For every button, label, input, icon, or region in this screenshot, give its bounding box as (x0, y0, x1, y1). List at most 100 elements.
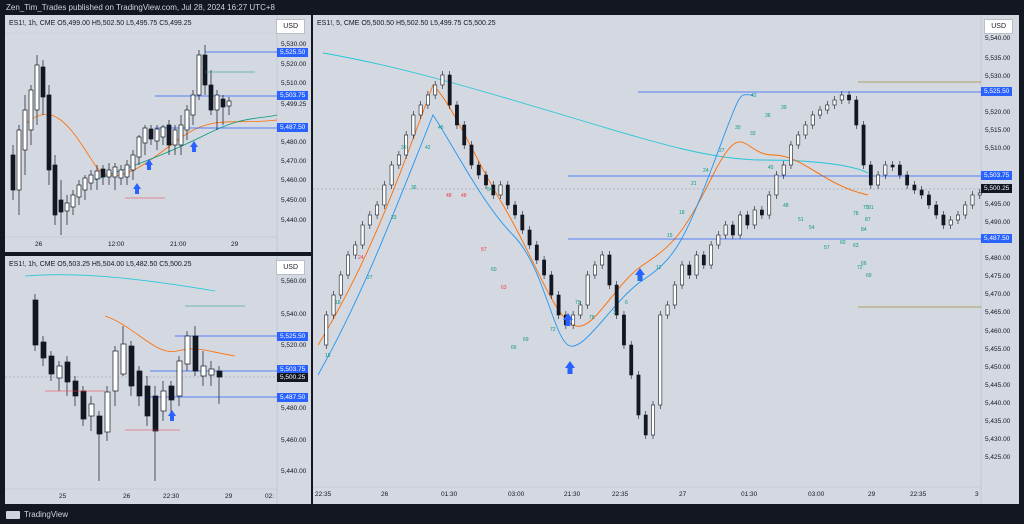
wave-count-label: 15 (325, 353, 331, 359)
chart-panel-main[interactable]: ES1!, 5, CME O5,500.50 H5,502.50 L5,499.… (313, 15, 1019, 504)
time-tick: 22:35 (910, 491, 927, 498)
candle-body (970, 194, 975, 206)
price-tick: 5,470.00 (281, 158, 307, 165)
price-tag: 5,500.25 (277, 373, 309, 382)
time-tick: 27 (679, 491, 687, 498)
wave-count-label: 33 (391, 215, 397, 221)
price-tag: 5,503.75 (277, 365, 309, 374)
price-tick: 5,490.00 (985, 219, 1011, 226)
price-tag: 5,500.25 (981, 184, 1013, 193)
time-tick: 03:00 (508, 491, 525, 498)
wave-count-label: 69 (866, 273, 872, 279)
chart-canvas-top-left[interactable] (5, 15, 311, 252)
candle-body (883, 164, 888, 176)
candle-body (607, 254, 612, 286)
publish-header: Zen_Tim_Trades published on TradingView.… (6, 3, 275, 12)
wave-count-label: 45 (768, 165, 774, 171)
price-tick: 5,480.00 (281, 405, 307, 412)
candle-body (476, 164, 481, 176)
candle-body (716, 234, 721, 246)
price-tick: 5,520.00 (985, 109, 1011, 116)
time-tick: 03:00 (808, 491, 825, 498)
candle-body (694, 254, 699, 276)
wave-count-label: 72 (857, 265, 863, 271)
candle-body (542, 259, 546, 276)
chart-panel-bottom-left[interactable]: ES1!, 1h, CME O5,503.25 H5,504.00 L5,482… (5, 256, 311, 504)
footer-brand: TradingView (6, 510, 68, 519)
candle-body (774, 174, 779, 196)
wave-count-label: 3 (613, 310, 616, 316)
candle-body (948, 219, 953, 226)
wave-count-label: 54 (487, 187, 493, 193)
candle-body (651, 404, 655, 436)
price-tick: 5,435.00 (985, 418, 1011, 425)
candle-body (905, 174, 910, 186)
price-tick: 5,530.00 (985, 73, 1011, 80)
wave-count-label: 42 (425, 145, 431, 151)
price-tick: 5,515.00 (985, 127, 1011, 134)
wave-count-label: 48 (461, 193, 467, 199)
chart-canvas-bottom-left[interactable] (5, 256, 311, 504)
candle-body (549, 274, 554, 296)
wave-count-label: 30 (735, 125, 741, 131)
price-tick: 5,460.00 (281, 437, 307, 444)
price-tick: 5,510.00 (281, 80, 307, 87)
price-tick: 5,520.00 (281, 61, 307, 68)
candle-body (919, 189, 924, 196)
wave-count-label: 48 (783, 203, 789, 209)
candle-body (629, 344, 634, 376)
price-tick: 5,455.00 (985, 346, 1011, 353)
time-tick: 21:30 (564, 491, 581, 498)
wave-count-label: 36 (765, 113, 771, 119)
price-tick: 5,440.00 (985, 400, 1011, 407)
candle-body (498, 184, 503, 196)
candle-body (411, 114, 416, 136)
price-tag: 5,487.50 (277, 393, 309, 402)
price-tick: 5,440.00 (281, 217, 307, 224)
time-tick: 01:30 (441, 491, 458, 498)
price-tag: 5,503.75 (277, 91, 309, 100)
candle-body (614, 284, 619, 316)
wave-count-label: 39 (401, 145, 407, 151)
candle-body (556, 294, 561, 316)
candle-body (367, 214, 372, 226)
candle-body (927, 194, 931, 206)
currency-button[interactable]: USD (276, 19, 305, 34)
time-tick: 21:00 (170, 241, 187, 248)
time-tick: 22:30 (163, 493, 180, 500)
currency-button[interactable]: USD (984, 19, 1013, 34)
price-tick: 5,450.00 (985, 364, 1011, 371)
candles-main (324, 71, 982, 439)
candle-body (701, 254, 706, 266)
candle-body (462, 124, 467, 146)
candle-body (789, 144, 793, 166)
candle-body (331, 294, 336, 316)
price-tag: 5,525.50 (277, 48, 309, 57)
wave-count-label: 57 (824, 245, 830, 251)
chart-canvas-main[interactable] (313, 15, 1019, 504)
price-tick: 5,465.00 (985, 309, 1011, 316)
candle-body (672, 284, 677, 306)
wave-count-label: 57 (481, 247, 487, 253)
candle-body (752, 209, 757, 226)
candle-body (346, 254, 350, 276)
candle-body (469, 144, 474, 166)
wave-count-label: 15 (667, 233, 673, 239)
price-tick: 5,510.00 (985, 145, 1011, 152)
candle-body (389, 164, 394, 186)
candle-body (839, 94, 844, 101)
candle-body (600, 254, 605, 266)
price-tick: 5,425.00 (985, 454, 1011, 461)
time-tick: 22:35 (315, 491, 332, 498)
candle-body (941, 214, 946, 226)
tradingview-logo-icon (6, 510, 20, 519)
candle-body (781, 164, 786, 176)
price-tick: 5,480.00 (281, 139, 307, 146)
symbol-ohlc-legend: ES1!, 1h, CME O5,499.00 H5,502.50 L5,495… (9, 20, 192, 27)
candle-body (404, 134, 409, 156)
price-tick: 5,495.00 (985, 201, 1011, 208)
currency-button[interactable]: USD (276, 260, 305, 275)
wave-count-label: 63 (853, 243, 859, 249)
price-tick: 5,480.00 (985, 255, 1011, 262)
chart-panel-top-left[interactable]: ES1!, 1h, CME O5,499.00 H5,502.50 L5,495… (5, 15, 311, 252)
